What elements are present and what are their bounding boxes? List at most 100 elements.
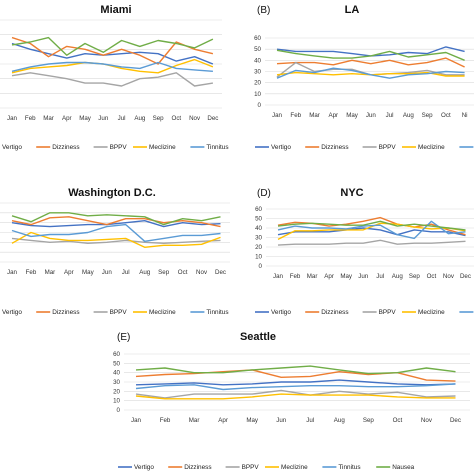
legend-label: Meclizine bbox=[149, 309, 176, 316]
panel-label: (D) bbox=[257, 188, 271, 199]
x-tick-label: Jul bbox=[376, 273, 384, 280]
x-tick-label: Nov bbox=[189, 115, 201, 122]
y-tick-label: 10 bbox=[254, 91, 261, 98]
x-tick-label: Jul bbox=[122, 269, 130, 276]
x-tick-label: Ni bbox=[462, 112, 468, 119]
series-line-dizziness bbox=[11, 36, 214, 65]
legend-label: Dizziness bbox=[184, 464, 211, 471]
legend-label: BPPV bbox=[379, 144, 397, 151]
x-tick-label: Jul bbox=[118, 115, 126, 122]
legend-label: BPPV bbox=[110, 309, 128, 316]
y-tick-label: 60 bbox=[254, 35, 261, 42]
x-tick-label: May bbox=[82, 269, 95, 276]
series-line-nausea bbox=[276, 49, 465, 61]
x-tick-label: Dec bbox=[215, 269, 226, 276]
y-tick-label: 60 bbox=[255, 206, 262, 213]
legend-label: Vertigo bbox=[271, 144, 291, 151]
series-line-meclizine bbox=[11, 58, 214, 74]
x-tick-label: Sep bbox=[409, 273, 421, 280]
series-line-vertigo bbox=[11, 219, 221, 228]
x-tick-label: Jan bbox=[131, 417, 142, 424]
chart-body: Jan Feb Mar Apr May Jun Jul Aug Sep Oct Nov Dec Vert… bbox=[0, 19, 229, 151]
y-tick-label: 30 bbox=[255, 235, 262, 242]
legend-label: Vertigo bbox=[2, 144, 22, 151]
y-tick-label: 10 bbox=[113, 398, 120, 405]
y-tick-label: 60 bbox=[113, 351, 120, 358]
x-tick-label: Dec bbox=[450, 417, 461, 424]
series-line-tinnitus bbox=[11, 223, 221, 243]
series-line-tinnitus bbox=[135, 383, 456, 391]
y-tick-label: 20 bbox=[255, 244, 262, 251]
series-line-tinnitus bbox=[11, 61, 213, 72]
x-tick-label: Oct bbox=[178, 269, 188, 276]
chart-panel-1: Jan Feb Mar Apr May Jun Jul Aug Sep Oct Nov Dec Vert… bbox=[0, 4, 229, 151]
series-line-vertigo bbox=[135, 379, 456, 386]
x-tick-label: Dec bbox=[207, 115, 218, 122]
x-tick-label: Dec bbox=[460, 273, 471, 280]
series-line-vertigo bbox=[11, 42, 214, 65]
x-tick-label: Mar bbox=[189, 417, 200, 424]
series-line-bppv bbox=[135, 389, 456, 399]
y-tick-label: 40 bbox=[255, 225, 262, 232]
series-line-tinnitus bbox=[276, 67, 465, 79]
panel-label: (B) bbox=[257, 5, 270, 16]
x-tick-label: Jan bbox=[273, 273, 284, 280]
legend-label: Vertigo bbox=[134, 464, 154, 471]
y-tick-label: 20 bbox=[113, 388, 120, 395]
y-tick-label: 0 bbox=[258, 102, 262, 109]
x-tick-label: Aug bbox=[392, 273, 404, 280]
x-tick-label: Apr bbox=[62, 115, 72, 122]
x-tick-label: Sep bbox=[158, 269, 170, 276]
x-tick-label: Apr bbox=[328, 112, 338, 119]
y-tick-label: 40 bbox=[254, 57, 261, 64]
chart-title: Miami bbox=[100, 4, 131, 16]
legend-label: BPPV bbox=[110, 144, 128, 151]
x-tick-label: May bbox=[79, 115, 92, 122]
series-line-dizziness bbox=[276, 57, 465, 68]
y-tick-label: 50 bbox=[254, 46, 261, 53]
legend-label: BPPV bbox=[379, 309, 397, 316]
legend-label: Tinnitus bbox=[206, 309, 228, 316]
x-tick-label: Oct bbox=[427, 273, 437, 280]
chart-body: 0 10 20 30 40 50 60 Jan Feb Mar Apr May Jun Jul Aug Sep… bbox=[113, 351, 470, 471]
series-line-nausea bbox=[11, 212, 221, 226]
x-tick-label: Mar bbox=[43, 115, 54, 122]
x-tick-label: Apr bbox=[64, 269, 74, 276]
series-line-nausea bbox=[11, 36, 214, 56]
chart-title: Washington D.C. bbox=[68, 187, 156, 199]
y-tick-label: 30 bbox=[254, 69, 261, 76]
chart-body: Jan Feb Mar Apr May Jun Jul Aug Sep Oct Nov Dec Vert… bbox=[0, 202, 230, 316]
x-tick-label: Jan bbox=[7, 115, 18, 122]
x-tick-label: Jun bbox=[102, 269, 113, 276]
x-tick-label: Oct bbox=[172, 115, 182, 122]
y-tick-label: 0 bbox=[117, 407, 121, 414]
legend-label: Dizziness bbox=[52, 144, 79, 151]
legend-label: Meclizine bbox=[418, 309, 445, 316]
chart-title: NYC bbox=[340, 187, 363, 199]
x-tick-label: Jun bbox=[98, 115, 109, 122]
legend-label: Vertigo bbox=[2, 309, 22, 316]
legend-label: Vertigo bbox=[271, 309, 291, 316]
x-tick-label: May bbox=[340, 273, 353, 280]
chart-panel-4: 0 10 20 30 40 50 60 Jan Feb Mar Apr May Jun Jul Aug Sep… bbox=[255, 187, 474, 316]
x-tick-label: Oct bbox=[393, 417, 403, 424]
x-tick-label: Aug bbox=[403, 112, 415, 119]
legend-label: Dizziness bbox=[321, 309, 348, 316]
x-tick-label: May bbox=[346, 112, 359, 119]
x-tick-label: Aug bbox=[134, 115, 146, 122]
series-line-nausea bbox=[135, 365, 456, 375]
x-tick-label: May bbox=[246, 417, 259, 424]
chart-title: LA bbox=[345, 4, 360, 16]
x-tick-label: Aug bbox=[334, 417, 346, 424]
x-tick-label: Mar bbox=[45, 269, 56, 276]
chart-panel-5: 0 10 20 30 40 50 60 Jan Feb Mar Apr May Jun Jul Aug Sep… bbox=[113, 331, 470, 471]
x-tick-label: Oct bbox=[441, 112, 451, 119]
panel-label: (E) bbox=[117, 332, 130, 343]
x-tick-label: Jun bbox=[366, 112, 377, 119]
x-tick-label: Jul bbox=[306, 417, 314, 424]
x-tick-label: Mar bbox=[309, 112, 320, 119]
x-tick-label: Apr bbox=[324, 273, 334, 280]
series-line-bppv bbox=[11, 72, 214, 87]
x-tick-label: Nov bbox=[421, 417, 433, 424]
